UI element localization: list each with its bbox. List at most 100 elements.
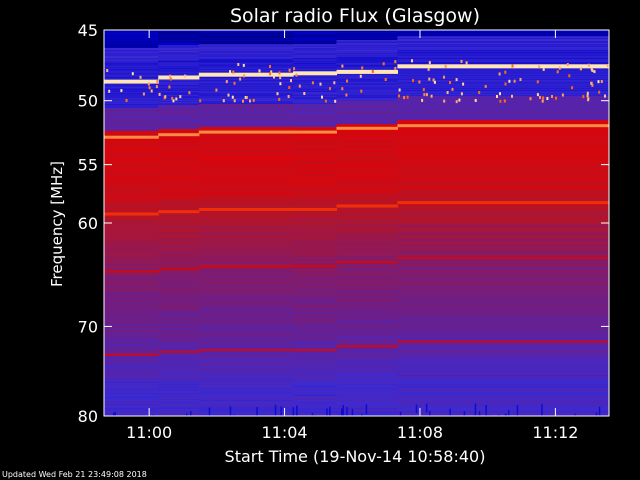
heatmap-cell (336, 151, 398, 153)
speckle (598, 90, 601, 94)
heatmap-cell (293, 150, 337, 152)
heatmap-cell (104, 334, 159, 336)
speckle (237, 63, 240, 66)
heatmap-cell (397, 211, 609, 213)
heatmap-cell (158, 70, 200, 72)
heatmap-cell (293, 125, 337, 127)
heatmap-cell (336, 137, 398, 139)
heatmap-cell (336, 330, 398, 332)
heatmap-cell (158, 204, 200, 206)
heatmap-cell (293, 337, 337, 339)
heatmap-cell (397, 229, 609, 231)
speckle (558, 66, 561, 70)
heatmap-cell (158, 202, 200, 204)
heatmap-cell (158, 335, 200, 337)
heatmap-cell (104, 336, 159, 338)
heatmap-cell (336, 187, 398, 189)
heatmap-cell (198, 259, 294, 261)
heatmap-cell (158, 69, 200, 71)
heatmap-cell (198, 327, 294, 329)
heatmap-cell (336, 213, 398, 215)
heatmap-cell (336, 125, 398, 127)
heatmap-cell (293, 375, 337, 377)
heatmap-cell (104, 402, 159, 404)
heatmap-cell (158, 215, 200, 217)
heatmap-cell (104, 362, 159, 364)
heatmap-cell (104, 88, 159, 90)
heatmap-cell (293, 363, 337, 365)
heatmap-cell (336, 399, 398, 401)
speckle (168, 85, 171, 89)
heatmap-cell (336, 325, 398, 327)
heatmap-cell (158, 313, 200, 315)
heatmap-cell (198, 239, 294, 241)
heatmap-cell (397, 84, 609, 86)
heatmap-cell (104, 49, 159, 51)
heatmap-cell (198, 175, 294, 177)
heatmap-cell (158, 65, 200, 67)
heatmap-cell (104, 119, 159, 121)
heatmap-cell (336, 284, 398, 286)
heatmap-cell (158, 129, 200, 131)
heatmap-cell (104, 341, 159, 343)
heatmap-cell (293, 259, 337, 261)
heatmap-cell (198, 404, 294, 406)
heatmap-cell (336, 342, 398, 344)
heatmap-cell (397, 376, 609, 378)
heatmap-cell (293, 204, 337, 206)
heatmap-cell (293, 278, 337, 280)
speckle (433, 80, 436, 84)
speckle (541, 99, 544, 103)
heatmap-cell (397, 121, 609, 123)
heatmap-cell (104, 342, 159, 344)
heatmap-cell (336, 126, 398, 128)
heatmap-cell (104, 176, 159, 178)
heatmap-cell (158, 255, 200, 257)
heatmap-cell (104, 90, 159, 92)
heatmap-cell (336, 249, 398, 251)
heatmap-cell (336, 102, 398, 104)
heatmap-cell (104, 228, 159, 230)
heatmap-cell (198, 305, 294, 307)
heatmap-cell (336, 166, 398, 168)
heatmap-cell (104, 77, 159, 79)
heatmap-cell (293, 236, 337, 238)
heatmap-cell (104, 309, 159, 311)
heatmap-cell (397, 171, 609, 173)
heatmap-cell (158, 294, 200, 296)
heatmap-cell (336, 412, 398, 414)
emission-line (158, 133, 200, 137)
heatmap-cell (293, 260, 337, 262)
heatmap-cell (336, 229, 398, 231)
heatmap-cell (104, 35, 159, 37)
heatmap-cell (198, 72, 294, 74)
heatmap-cell (293, 311, 337, 313)
heatmap-cell (397, 173, 609, 175)
heatmap-cell (293, 178, 337, 180)
heatmap-cell (158, 237, 200, 239)
heatmap-cell (397, 158, 609, 160)
heatmap-cell (198, 31, 294, 33)
heatmap-cell (397, 143, 609, 145)
speckle (449, 408, 451, 416)
heatmap-cell (158, 128, 200, 130)
heatmap-cell (198, 47, 294, 49)
heatmap-cell (293, 312, 337, 314)
heatmap-cell (336, 195, 398, 197)
heatmap-cell (293, 87, 337, 89)
heatmap-cell (198, 38, 294, 40)
heatmap-cell (104, 206, 159, 208)
speckle (478, 91, 481, 94)
heatmap-cell (158, 191, 200, 193)
heatmap-cell (336, 410, 398, 412)
heatmap-cell (293, 149, 337, 151)
heatmap-cell (397, 32, 609, 34)
heatmap-cell (336, 337, 398, 339)
heatmap-cell (158, 141, 200, 143)
heatmap-cell (104, 112, 159, 114)
speckle (556, 70, 559, 74)
heatmap-cell (293, 79, 337, 81)
heatmap-cell (198, 234, 294, 236)
heatmap-cell (293, 85, 337, 87)
heatmap-cell (293, 148, 337, 150)
